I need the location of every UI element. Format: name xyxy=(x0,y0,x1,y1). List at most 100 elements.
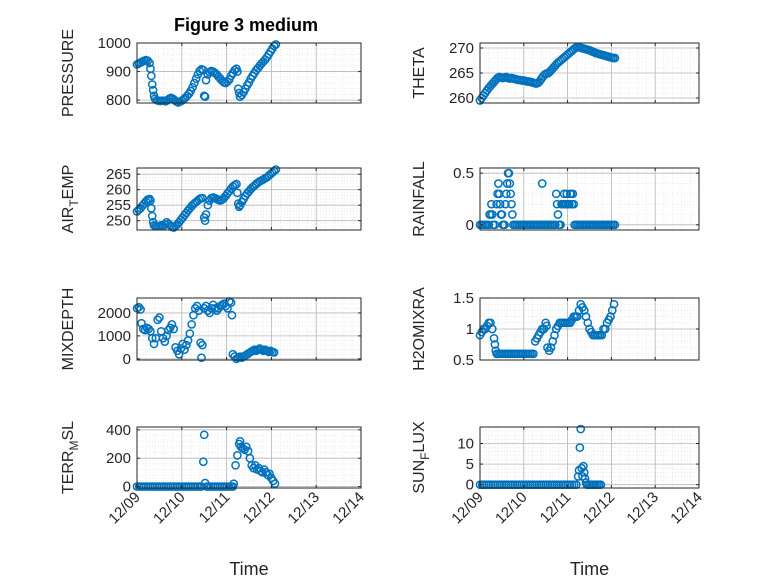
y-axis-label: PRESSURE xyxy=(60,29,77,117)
data-point xyxy=(200,92,210,102)
data-point xyxy=(265,469,274,479)
data-point xyxy=(500,220,509,230)
data-point xyxy=(579,467,589,477)
data-point xyxy=(231,460,240,470)
data-point xyxy=(494,179,503,188)
y-tick-label: 1000 xyxy=(98,35,131,52)
data-point xyxy=(149,339,159,349)
data-point xyxy=(542,321,551,331)
data-point xyxy=(562,189,572,199)
plot-area xyxy=(137,43,361,103)
data-point xyxy=(160,337,170,346)
data-point xyxy=(199,91,209,101)
data-point xyxy=(143,56,153,66)
data-point xyxy=(501,199,510,209)
y-tick-label: 0.5 xyxy=(453,352,474,369)
data-point xyxy=(497,210,507,219)
y-tick-label: 0 xyxy=(123,479,131,496)
y-tick-label: 250 xyxy=(106,213,131,230)
data-point xyxy=(556,220,565,230)
y-tick-label: 0.5 xyxy=(453,165,474,182)
data-point xyxy=(197,353,206,363)
data-point xyxy=(196,338,205,348)
data-point xyxy=(169,324,179,334)
data-point xyxy=(235,436,245,446)
data-point xyxy=(189,78,199,88)
y-tick-label: 2000 xyxy=(98,305,131,322)
data-point xyxy=(610,220,620,230)
y-axis-label-subscript: F xyxy=(418,453,432,460)
y-axis-label-part: EMP xyxy=(60,165,77,200)
data-point xyxy=(181,340,191,350)
data-point xyxy=(145,58,154,68)
data-point xyxy=(569,199,579,209)
axes-box xyxy=(136,426,362,489)
data-point xyxy=(507,199,516,209)
data-point xyxy=(553,210,563,219)
y-tick-label: 0 xyxy=(466,477,474,494)
y-tick-label: 10 xyxy=(457,435,474,452)
data-point xyxy=(565,199,574,209)
y-tick-label: 255 xyxy=(106,197,131,214)
subplot-2: 260 265 270 THETA xyxy=(411,40,700,107)
data-point xyxy=(227,310,237,320)
axes-box xyxy=(136,167,362,231)
data-point xyxy=(579,461,588,471)
data-point xyxy=(233,67,242,76)
data-point xyxy=(203,200,213,210)
y-axis-label: RAINFALL xyxy=(411,161,428,237)
y-tick-label: 1.5 xyxy=(453,290,474,307)
y-tick-label: 900 xyxy=(106,64,131,81)
axes-box xyxy=(136,42,362,104)
data-point xyxy=(233,451,242,460)
y-axis-label-part: SUN xyxy=(411,460,428,494)
y-axis-label-subscript: M xyxy=(67,441,81,451)
axes-box xyxy=(136,297,362,361)
data-point xyxy=(201,75,211,85)
y-tick-label: 270 xyxy=(449,40,474,57)
data-point xyxy=(232,179,241,189)
data-point xyxy=(229,479,239,489)
subplot-5: 0 1000 2000 MIXDEPTH xyxy=(60,288,362,370)
data-point xyxy=(233,188,242,198)
y-axis-label-part: TERR xyxy=(60,451,77,495)
y-tick-label: 800 xyxy=(106,92,131,109)
data-point xyxy=(162,331,171,341)
data-point xyxy=(153,315,162,325)
y-tick-label: 200 xyxy=(106,450,131,467)
data-point xyxy=(489,333,499,343)
data-point xyxy=(198,457,208,467)
data-point xyxy=(502,179,512,188)
data-point xyxy=(487,210,497,219)
x-axis-label: Time xyxy=(570,559,609,579)
data-point xyxy=(146,71,156,81)
y-axis-label-part: LUX xyxy=(411,421,428,452)
data-point xyxy=(180,345,189,355)
y-axis-label: SUNFLUX xyxy=(411,421,432,494)
data-point xyxy=(508,210,517,219)
data-point xyxy=(610,53,620,63)
data-point xyxy=(198,340,207,350)
data-point xyxy=(495,199,505,209)
y-axis-label: THETA xyxy=(411,47,428,99)
data-point xyxy=(187,320,197,329)
data-point xyxy=(487,199,496,209)
data-point xyxy=(270,479,280,489)
data-point xyxy=(504,168,514,178)
axes-box xyxy=(479,167,700,231)
data-point xyxy=(505,179,515,188)
data-point xyxy=(195,66,205,76)
data-point xyxy=(201,210,211,219)
plot-area xyxy=(480,427,699,488)
y-axis-label-part: SL xyxy=(60,421,77,441)
y-axis-label: H2OMIXRA xyxy=(411,287,428,371)
data-point xyxy=(188,82,197,92)
data-point xyxy=(492,199,501,209)
data-point xyxy=(487,324,497,334)
data-point xyxy=(501,189,511,199)
data-point xyxy=(271,165,281,174)
data-point xyxy=(269,348,279,357)
data-point xyxy=(147,211,157,221)
